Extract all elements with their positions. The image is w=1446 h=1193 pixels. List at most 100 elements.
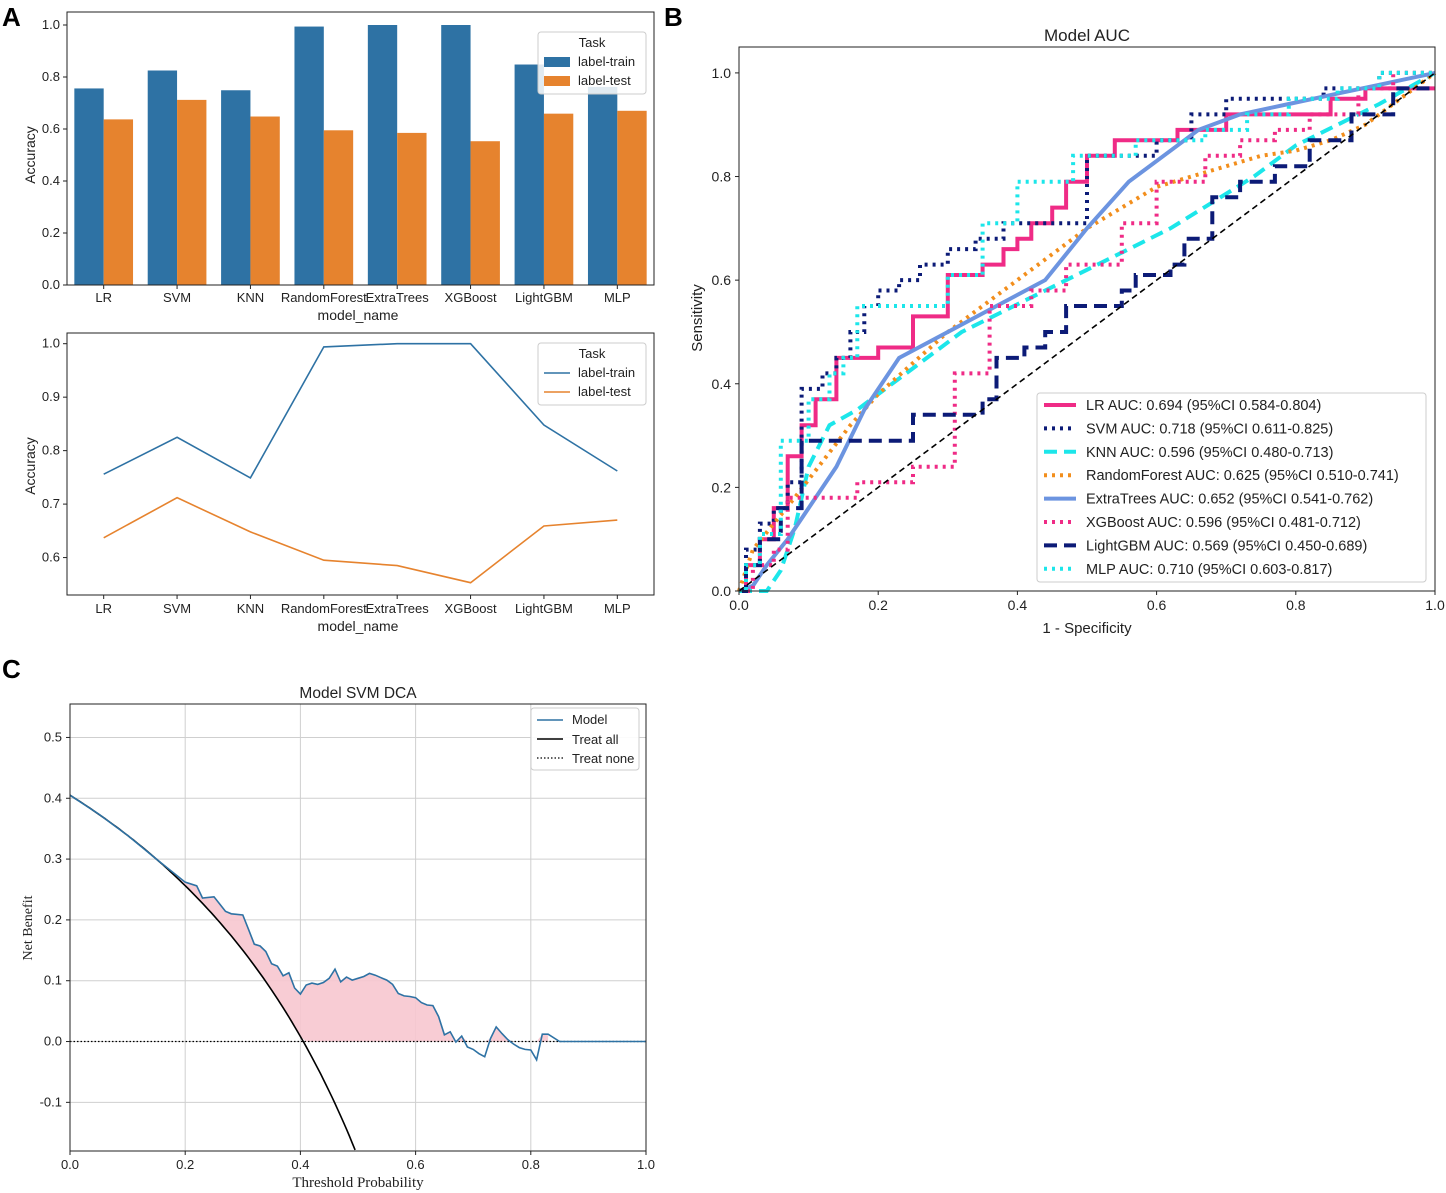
x-tick-label-extratrees: ExtraTrees [366, 601, 430, 616]
plot-frame [738, 46, 1436, 592]
x-axis-label: model_name [318, 618, 399, 634]
y-tick-label: 0.9 [42, 389, 60, 404]
roc-curve-randomforest [737, 71, 1437, 592]
y-tick-label: 0.0 [712, 583, 732, 599]
x-axis-label: model_name [318, 307, 399, 323]
bar-lightgbm-label-test [543, 113, 574, 285]
x-axis-label: 1 - Specificity [1042, 620, 1132, 637]
legend-label-extratrees: ExtraTrees AUC: 0.652 (95%CI 0.541-0.762… [1086, 492, 1373, 508]
legend-box [530, 707, 640, 771]
legend: Task label-train label-test [537, 342, 647, 406]
legend-swatch-test [544, 76, 570, 86]
legend-label-xgboost: XGBoost AUC: 0.596 (95%CI 0.481-0.712) [1086, 515, 1361, 531]
roc-curve-lightgbm [739, 86, 1435, 593]
bar-xgboost-label-test [470, 141, 500, 285]
x-tick-label: 0.4 [291, 1157, 309, 1172]
x-tick-label-extratrees: ExtraTrees [366, 290, 430, 305]
bar-xgboost-label-train [441, 25, 471, 285]
axis-ticks: 0.0 0.2 0.4 0.6 0.8 1.0 0.0 0.2 0.4 0.6 0.8 1.0 [712, 65, 1445, 613]
bar-lr-label-train [74, 88, 104, 285]
legend-label-treat-none: Treat none [572, 751, 634, 766]
legend-box [1036, 392, 1427, 583]
x-tick-label-lr: LR [95, 601, 112, 616]
x-tick-label-knn: KNN [237, 601, 264, 616]
axis-ticks: 0.0 0.2 0.4 0.6 0.8 1.0 -0.1 0.0 0.1 0.2 0.3 0.4 0.5 [40, 729, 655, 1172]
bar-lightgbm-label-train [514, 64, 544, 286]
y-tick-label: 0.8 [712, 169, 732, 185]
x-tick-label-xgboost: XGBoost [445, 290, 497, 305]
bar-extratrees-label-test [397, 132, 427, 285]
x-tick-label-lightgbm: LightGBM [515, 290, 573, 305]
y-tick-label: 0.6 [712, 272, 732, 288]
x-axis-label: Threshold Probability [292, 1175, 424, 1191]
x-tick-label: 1.0 [637, 1157, 655, 1172]
y-tick-label: 0.1 [44, 973, 62, 988]
bar-mlp-label-train [587, 86, 618, 285]
roc-curve-knn [739, 71, 1436, 593]
plot-frame [69, 703, 647, 1152]
bar-lr-label-test [103, 119, 134, 285]
x-tick-label-lr: LR [95, 290, 112, 305]
x-tick-label-mlp: MLP [604, 601, 631, 616]
legend-box [537, 342, 647, 406]
y-tick-label: 0.7 [42, 496, 60, 511]
legend-label-lightgbm: LightGBM AUC: 0.569 (95%CI 0.450-0.689) [1086, 538, 1367, 554]
bar-extratrees-label-train [367, 25, 398, 285]
grid [69, 704, 647, 1151]
x-tick-label: 0.4 [1008, 597, 1028, 613]
panel-letter-b: B [664, 2, 683, 32]
bar-randomforest-label-test [323, 130, 354, 285]
x-tick-label-lightgbm: LightGBM [515, 601, 573, 616]
dca-curves [69, 794, 646, 1151]
x-tick-label: 0.2 [868, 597, 888, 613]
chart-title: Model SVM DCA [299, 685, 417, 702]
roc-curve-svm [739, 70, 1435, 593]
y-axis-label: Sensitivity [689, 284, 706, 352]
y-tick-label: 0.2 [42, 225, 60, 240]
net-benefit-area [70, 795, 549, 1042]
y-axis-label: Accuracy [22, 437, 38, 495]
x-tick-label-randomforest: RandomForest [281, 601, 367, 616]
bar-svm-label-test [177, 99, 207, 285]
panel-b-roc-chart: Model AUC 0.0 0.2 0.4 0.6 0.8 1.0 0.0 0.2 0.4 0.6… [689, 26, 1445, 637]
legend-label-knn: KNN AUC: 0.596 (95%CI 0.480-0.713) [1086, 445, 1333, 461]
x-tick-label-svm: SVM [163, 290, 191, 305]
chart-title: Model AUC [1044, 26, 1130, 45]
plot-frame [66, 332, 655, 596]
bar-knn-label-train [221, 90, 251, 285]
line-label-train [103, 342, 618, 479]
roc-curves [737, 70, 1437, 593]
x-tick-label: 0.8 [1286, 597, 1306, 613]
legend-swatch-train [544, 57, 570, 67]
y-tick-label: 0.8 [42, 443, 60, 458]
x-tick-label-knn: KNN [237, 290, 264, 305]
bar-marks [74, 25, 647, 286]
bar-svm-label-train [147, 70, 178, 285]
y-tick-label: 0.0 [44, 1034, 62, 1049]
line-label-test [103, 496, 618, 584]
x-tick-label: 0.6 [1147, 597, 1167, 613]
y-tick-label: 0.5 [44, 729, 62, 744]
y-tick-label: 0.4 [42, 173, 60, 188]
legend: Task label-train label-test [537, 31, 647, 95]
legend-title: Task [579, 35, 606, 50]
panel-letter-a: A [2, 2, 21, 32]
x-tick-label: 0.2 [176, 1157, 194, 1172]
model-line [69, 794, 646, 1062]
legend-label-train: label-train [578, 54, 635, 69]
bar-knn-label-test [250, 116, 280, 286]
bar-mlp-label-test [617, 110, 647, 285]
bar-randomforest-label-train [294, 26, 324, 286]
legend-label-mlp: MLP AUC: 0.710 (95%CI 0.603-0.817) [1086, 562, 1332, 578]
line-marks [103, 342, 618, 584]
legend-label-randomforest: RandomForest AUC: 0.625 (95%CI 0.510-0.7… [1086, 468, 1399, 484]
y-tick-label: 0.2 [712, 479, 732, 495]
y-tick-label: 0.8 [42, 69, 60, 84]
y-axis-label: Net Benefit [21, 895, 36, 960]
plot-frame [66, 11, 655, 286]
y-tick-label: 1.0 [42, 17, 60, 32]
x-tick-label: 1.0 [1425, 597, 1445, 613]
x-tick-label-xgboost: XGBoost [445, 601, 497, 616]
